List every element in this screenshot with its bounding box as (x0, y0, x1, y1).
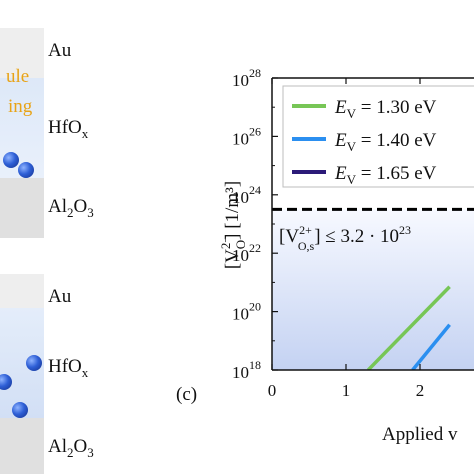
legend-label: EV = 1.40 eV (334, 130, 437, 154)
top-au-layer (0, 28, 44, 78)
top-stack-partial-text-2: ing (8, 96, 33, 117)
top-au-label: Au (48, 40, 72, 61)
y-tick-label: 1020 (232, 300, 261, 324)
bottom-al2o3-label: Al2O3 (48, 436, 94, 460)
panel-label: (c) (176, 384, 197, 405)
top-al2o3-layer (0, 178, 44, 238)
bottom-hfox-label: HfOx (48, 356, 89, 380)
top-al2o3-label: Al2O3 (48, 196, 94, 220)
threshold-annotation: [V2+ O,s] ≤ 3.2 · 1023 (279, 223, 411, 253)
vacancy-ball (12, 402, 28, 418)
vacancy-ball (3, 152, 19, 168)
x-tick-label: 2 (416, 381, 425, 400)
legend-label: EV = 1.30 eV (334, 97, 437, 121)
subthreshold-shaded-region (272, 209, 474, 370)
y-tick-label: 1024 (232, 183, 261, 207)
x-axis-label: Applied v (382, 424, 458, 445)
legend-label: EV = 1.65 eV (334, 163, 437, 187)
bottom-al2o3-layer (0, 418, 44, 474)
series-line (411, 323, 451, 370)
ticks-layer: 1018 1020 1022 1024 1026 1028 0 1 2 (232, 66, 424, 400)
series-layer (366, 285, 451, 370)
vacancy-ball (0, 374, 12, 390)
legend: EV = 1.30 eV EV = 1.40 eV EV = 1.65 eV (292, 97, 437, 187)
top-stack-partial-text-1: ule (6, 66, 30, 87)
vacancy-ball (18, 162, 34, 178)
y-tick-label: 1022 (232, 241, 261, 265)
y-tick-label: 1028 (232, 66, 261, 90)
x-tick-label: 1 (342, 381, 351, 400)
y-tick-label: 1018 (232, 358, 261, 382)
legend-box (282, 85, 474, 188)
bottom-au-label: Au (48, 286, 72, 307)
top-hfox-label: HfOx (48, 117, 89, 141)
x-tick-label: 0 (268, 381, 277, 400)
y-tick-label: 1026 (232, 124, 261, 148)
series-line (366, 285, 451, 370)
vacancy-ball (26, 355, 42, 371)
